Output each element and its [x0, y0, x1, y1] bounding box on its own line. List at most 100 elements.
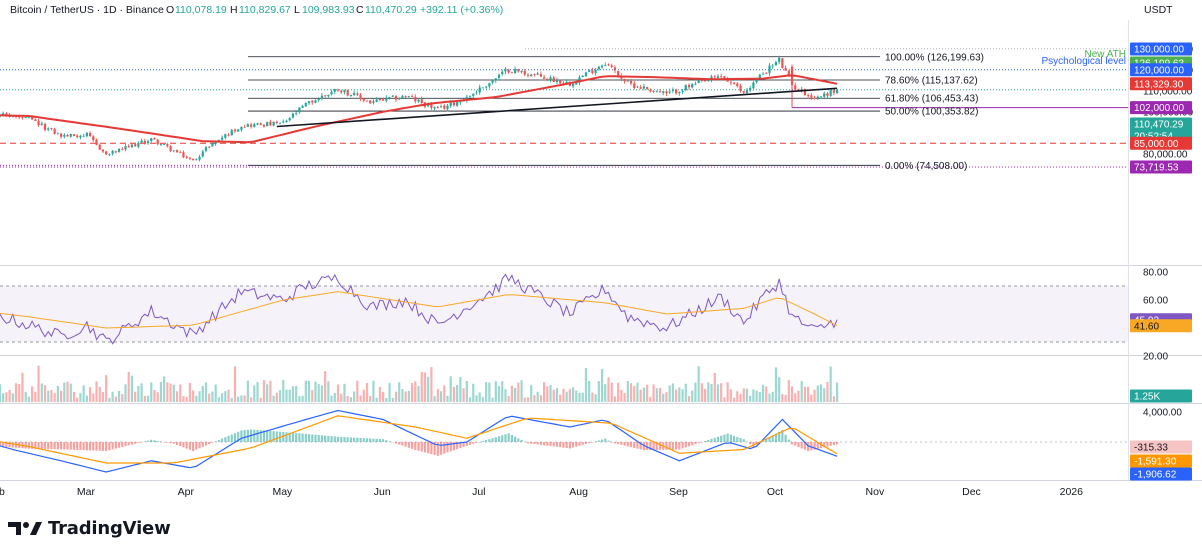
candle-body[interactable]	[333, 88, 336, 92]
volume-bar[interactable]	[491, 397, 494, 402]
candle-body[interactable]	[356, 93, 359, 95]
volume-bar[interactable]	[414, 381, 417, 402]
volume-bar[interactable]	[784, 394, 787, 402]
candle-body[interactable]	[742, 91, 745, 93]
candle-body[interactable]	[307, 101, 311, 104]
candle-body[interactable]	[275, 121, 278, 123]
macd-histogram-bar[interactable]	[620, 442, 623, 445]
macd-histogram-bar[interactable]	[108, 442, 111, 451]
volume-bar[interactable]	[327, 381, 330, 402]
volume-bar[interactable]	[768, 393, 771, 402]
volume-bar[interactable]	[485, 382, 488, 402]
macd-histogram-bar[interactable]	[433, 442, 436, 455]
macd-histogram-bar[interactable]	[372, 438, 375, 442]
volume-bar[interactable]	[546, 386, 549, 402]
candle-body[interactable]	[430, 103, 433, 109]
macd-histogram-bar[interactable]	[671, 442, 674, 450]
volume-bar[interactable]	[182, 396, 185, 402]
macd-histogram-bar[interactable]	[778, 431, 781, 442]
candle-body[interactable]	[320, 95, 324, 99]
candle-body[interactable]	[488, 83, 491, 87]
volume-bar[interactable]	[288, 389, 291, 402]
macd-histogram-bar[interactable]	[559, 442, 562, 448]
volume-bar[interactable]	[687, 396, 691, 402]
candle-body[interactable]	[781, 58, 784, 68]
candle-body[interactable]	[56, 133, 59, 135]
candle-body[interactable]	[288, 118, 291, 121]
rsi-ma-line[interactable]	[0, 291, 838, 329]
volume-bar[interactable]	[462, 388, 465, 402]
candle-body[interactable]	[362, 98, 365, 101]
macd-histogram-bar[interactable]	[82, 442, 85, 451]
macd-histogram-bar[interactable]	[398, 442, 401, 445]
volume-bar[interactable]	[446, 395, 449, 402]
volume-bar[interactable]	[278, 390, 282, 402]
macd-histogram-bar[interactable]	[675, 442, 678, 450]
volume-bar[interactable]	[761, 384, 765, 402]
candle-body[interactable]	[704, 80, 707, 82]
volume-bar[interactable]	[398, 382, 401, 402]
macd-histogram-bar[interactable]	[233, 433, 237, 442]
macd-histogram-bar[interactable]	[446, 442, 449, 453]
candle-body[interactable]	[414, 97, 417, 102]
macd-histogram-bar[interactable]	[192, 442, 195, 451]
candle-body[interactable]	[571, 83, 575, 87]
macd-histogram-bar[interactable]	[803, 442, 807, 450]
macd-histogram-bar[interactable]	[668, 442, 671, 450]
macd-histogram-bar[interactable]	[304, 433, 307, 442]
volume-bar[interactable]	[50, 389, 53, 402]
macd-histogram-bar[interactable]	[195, 442, 198, 450]
macd-histogram-bar[interactable]	[588, 442, 591, 444]
candle-body[interactable]	[549, 77, 552, 80]
macd-histogram-bar[interactable]	[253, 429, 256, 442]
volume-bar[interactable]	[752, 389, 755, 402]
macd-histogram-bar[interactable]	[150, 439, 153, 442]
macd-histogram-bar[interactable]	[794, 442, 797, 446]
candle-body[interactable]	[642, 86, 646, 89]
volume-bar[interactable]	[732, 397, 736, 402]
macd-histogram-bar[interactable]	[720, 435, 723, 442]
volume-bar[interactable]	[832, 396, 835, 402]
macd-histogram-bar[interactable]	[224, 437, 227, 442]
candle-body[interactable]	[327, 94, 330, 97]
volume-bar[interactable]	[249, 397, 253, 402]
volume-bar[interactable]	[420, 371, 423, 402]
candle-body[interactable]	[784, 68, 787, 71]
macd-histogram-bar[interactable]	[546, 442, 549, 446]
volume-bar[interactable]	[613, 396, 617, 402]
macd-histogram-bar[interactable]	[687, 442, 691, 447]
macd-histogram-bar[interactable]	[655, 442, 658, 450]
volume-bar[interactable]	[369, 396, 372, 402]
rsi-line[interactable]	[0, 273, 838, 345]
macd-histogram-bar[interactable]	[749, 442, 752, 445]
volume-bar[interactable]	[24, 392, 27, 402]
candle-body[interactable]	[105, 151, 108, 155]
volume-bar[interactable]	[18, 384, 21, 402]
candle-body[interactable]	[732, 82, 736, 84]
volume-bar[interactable]	[304, 380, 307, 402]
volume-bar[interactable]	[349, 397, 352, 402]
candle-body[interactable]	[668, 91, 671, 93]
candle-body[interactable]	[82, 135, 85, 137]
candle-body[interactable]	[198, 156, 201, 160]
macd-histogram-bar[interactable]	[597, 440, 600, 442]
candle-body[interactable]	[472, 93, 475, 96]
macd-histogram-bar[interactable]	[488, 439, 491, 442]
macd-histogram-bar[interactable]	[501, 435, 504, 442]
volume-bar[interactable]	[439, 391, 443, 402]
volume-bar[interactable]	[562, 388, 565, 402]
candle-body[interactable]	[629, 80, 633, 84]
macd-histogram-bar[interactable]	[95, 442, 98, 451]
volume-bar[interactable]	[726, 382, 729, 402]
volume-bar[interactable]	[159, 381, 163, 402]
candle-body[interactable]	[24, 116, 27, 119]
candle-body[interactable]	[224, 134, 227, 138]
volume-bar[interactable]	[336, 384, 340, 402]
candle-body[interactable]	[720, 76, 723, 78]
macd-histogram-bar[interactable]	[626, 442, 629, 447]
candle-body[interactable]	[40, 123, 43, 125]
volume-bar[interactable]	[40, 383, 43, 402]
candle-body[interactable]	[662, 91, 665, 93]
volume-bar[interactable]	[803, 386, 807, 402]
macd-value-tag[interactable]: -1,906.62	[1134, 470, 1177, 481]
